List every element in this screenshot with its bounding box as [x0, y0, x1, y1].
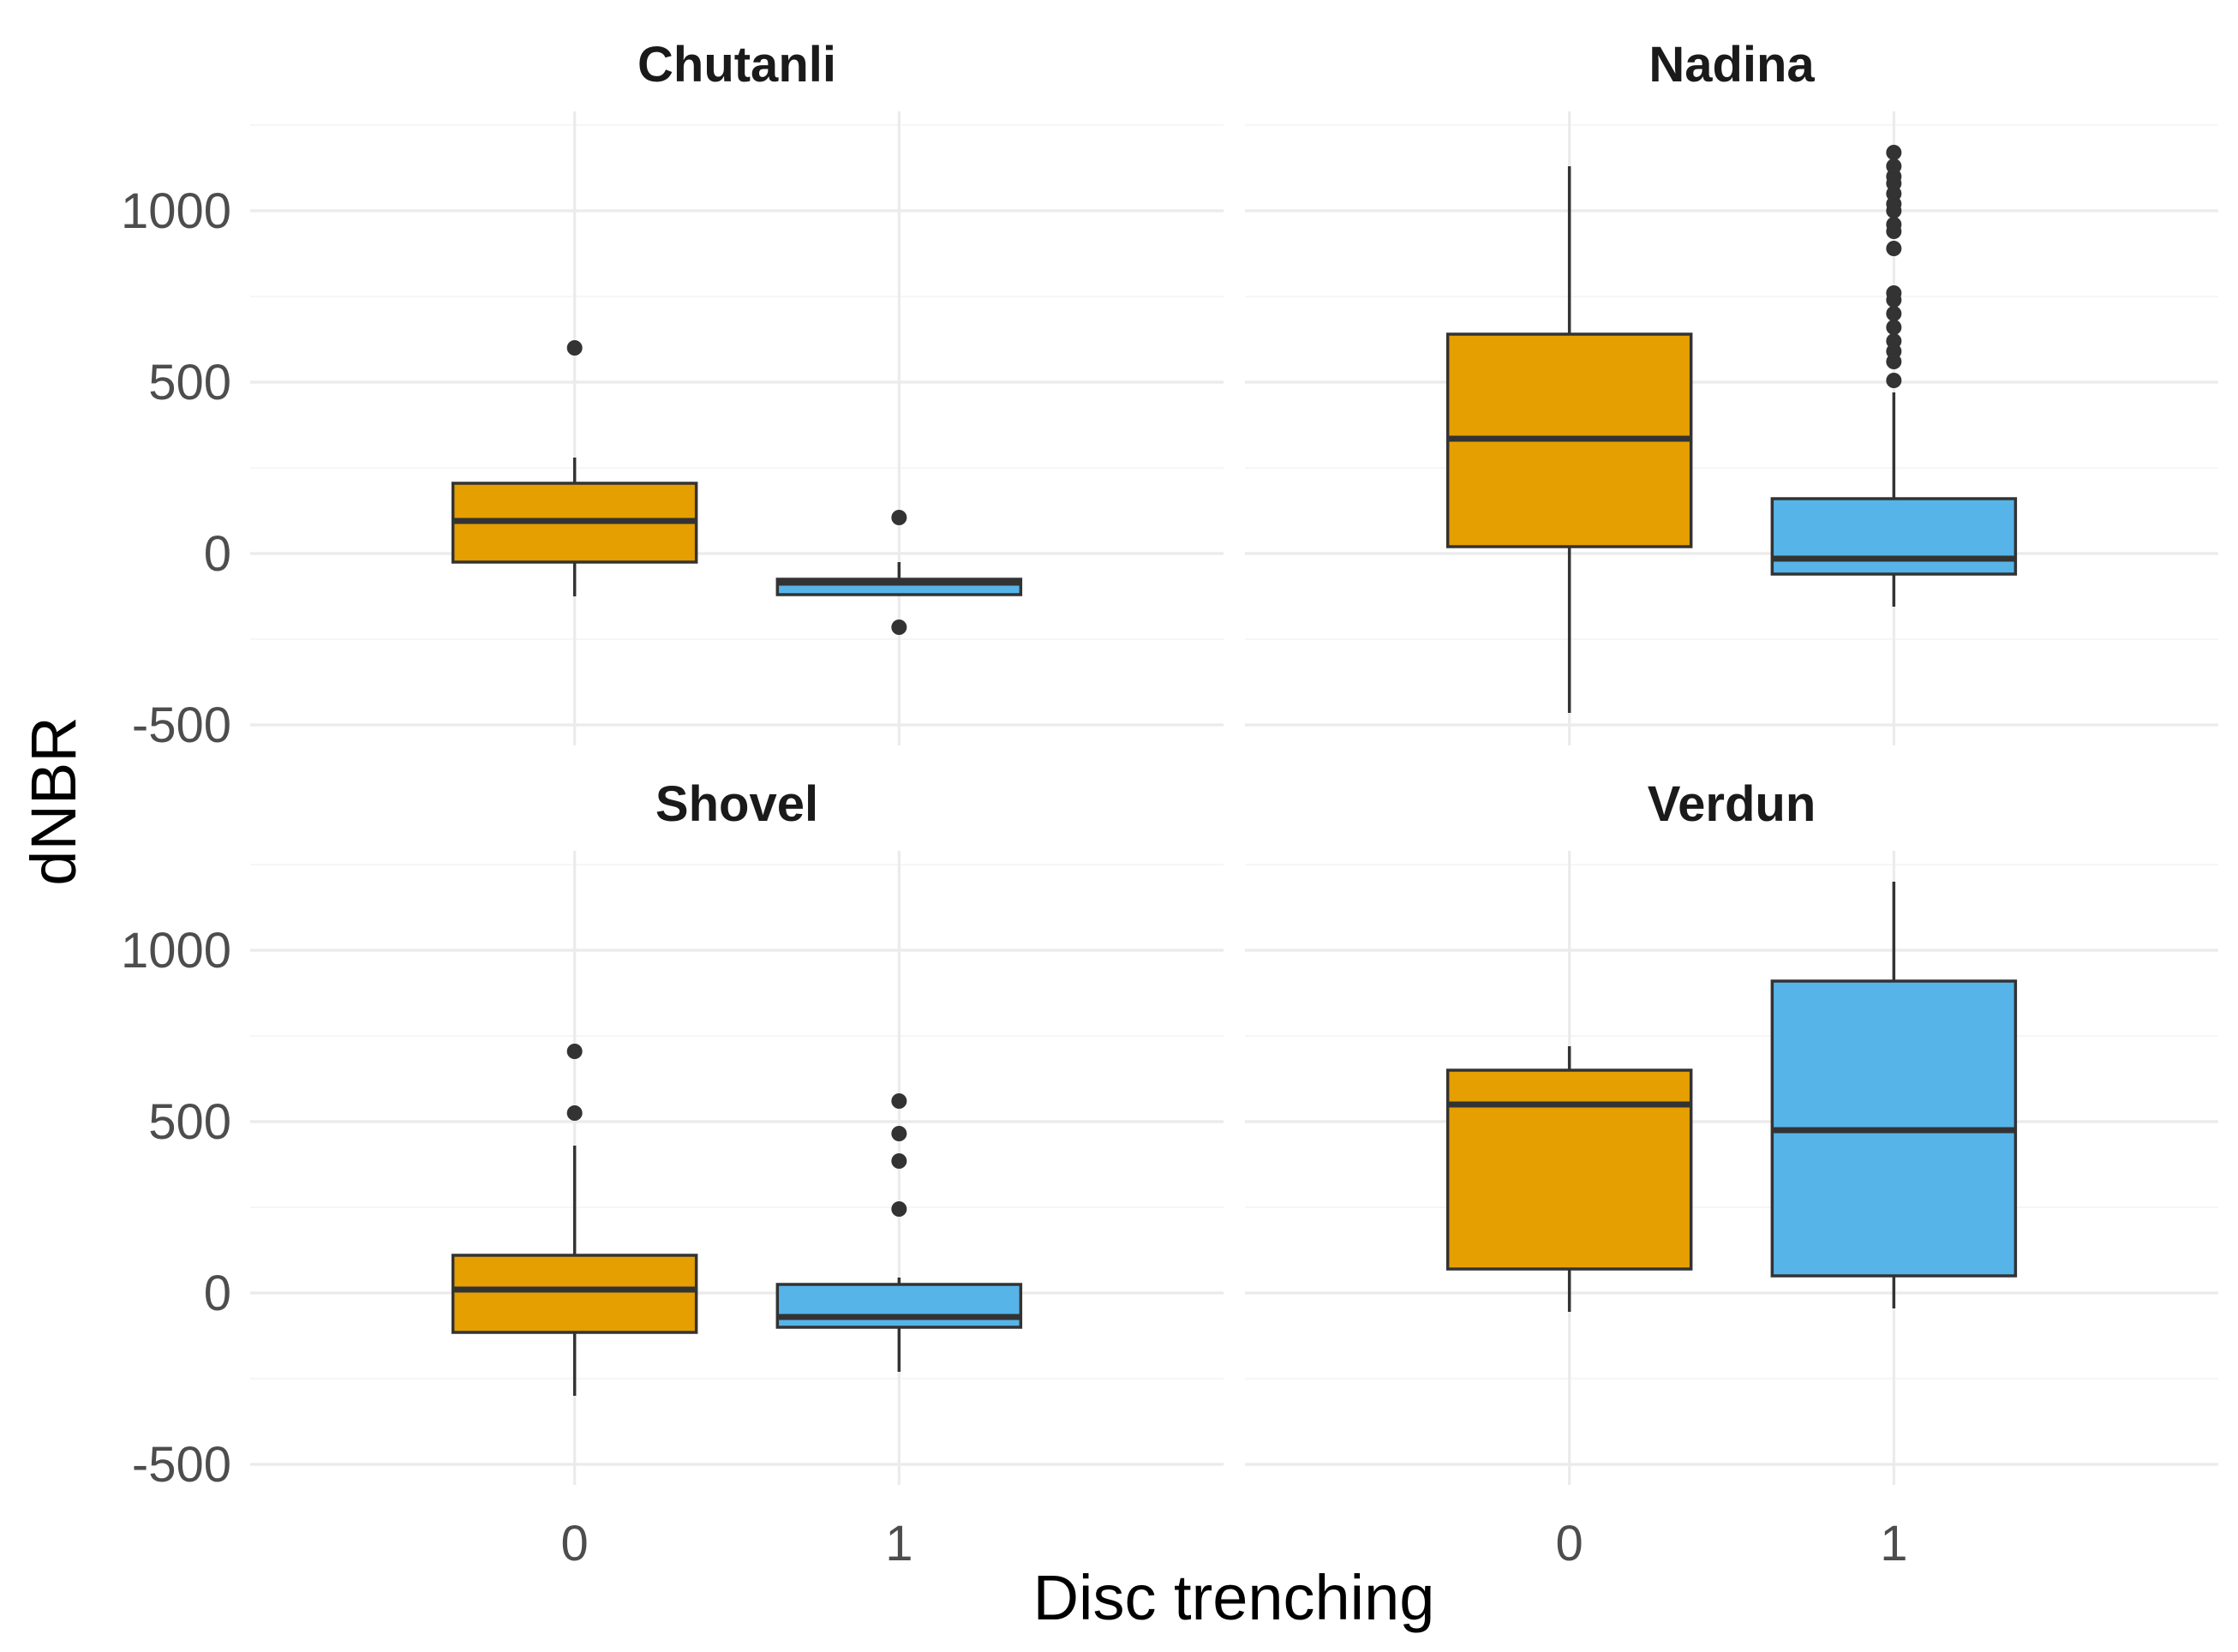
- x-tick-label: 1: [1880, 1516, 1907, 1571]
- outlier-point: [891, 1093, 907, 1109]
- y-tick-label: 1000: [121, 183, 231, 239]
- tick-labels: -500 0 500 1000 -500 0 500 1000 0 1 0 1: [121, 183, 1907, 1571]
- outlier-point: [891, 620, 907, 635]
- outlier-point: [891, 1126, 907, 1141]
- x-tick-label: 0: [561, 1516, 589, 1571]
- outlier-point: [566, 340, 583, 356]
- y-tick-label: 0: [204, 1266, 231, 1321]
- x-tick-label: 1: [885, 1516, 913, 1571]
- box-iqr: [1770, 497, 2018, 576]
- panel-title: Verdun: [1648, 776, 1816, 832]
- outlier-point: [891, 510, 907, 525]
- box-iqr: [451, 1254, 698, 1334]
- outlier-point: [891, 1201, 907, 1217]
- outlier-point: [1886, 145, 1902, 160]
- outlier-point: [1886, 159, 1902, 174]
- outlier-point: [891, 1153, 907, 1169]
- panel-title: Shovel: [655, 776, 818, 832]
- y-tick-label: 1000: [121, 923, 231, 979]
- outlier-point: [566, 1044, 583, 1059]
- y-tick-label: -500: [132, 697, 231, 753]
- outlier-point: [1886, 373, 1902, 388]
- outlier-point: [1886, 217, 1902, 232]
- y-tick-label: 0: [204, 526, 231, 582]
- x-axis-title: Disc trenching: [1033, 1562, 1435, 1633]
- x-tick-label: 0: [1556, 1516, 1583, 1571]
- outlier-point: [566, 1105, 583, 1121]
- outlier-point: [1886, 285, 1902, 301]
- y-tick-label: 500: [148, 1094, 231, 1150]
- outlier-point: [1886, 320, 1902, 335]
- y-axis-title: dNBR: [18, 716, 89, 885]
- box-iqr: [775, 1283, 1023, 1329]
- outlier-point: [1886, 333, 1902, 349]
- panel-strips: Chutanli Nadina Shovel Verdun: [637, 37, 1816, 832]
- outlier-point: [1886, 241, 1902, 256]
- y-tick-label: -500: [132, 1437, 231, 1493]
- outlier-point: [1886, 306, 1902, 321]
- panel-title: Chutanli: [637, 37, 836, 93]
- panel-title: Nadina: [1649, 37, 1815, 93]
- box-marks: [451, 145, 2018, 1396]
- grid-layer: [250, 111, 2218, 1485]
- y-tick-label: 500: [148, 355, 231, 410]
- box-iqr: [1445, 1068, 1693, 1271]
